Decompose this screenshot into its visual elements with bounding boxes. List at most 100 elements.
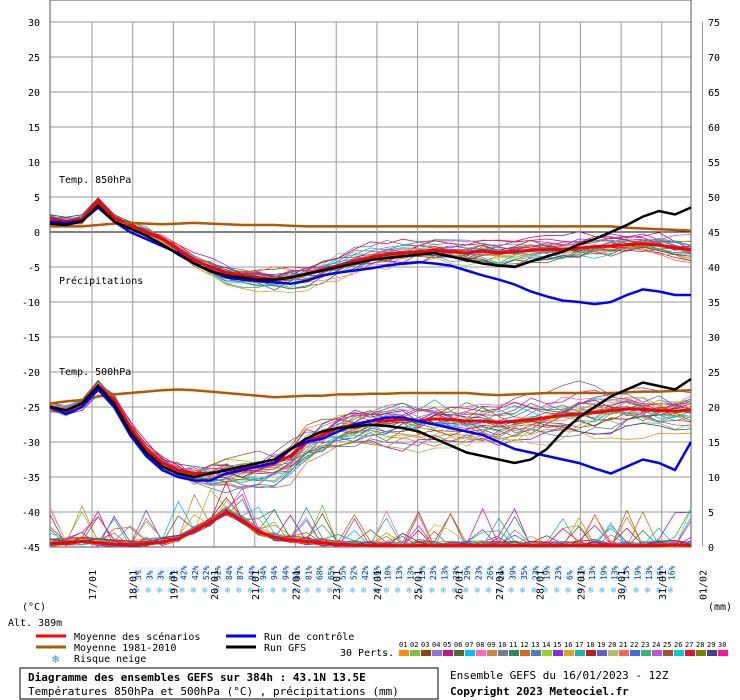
snow-risk-percent: 52%	[350, 565, 359, 580]
snow-risk-percent: 3%	[145, 570, 154, 580]
legend: Moyenne des scénarios Moyenne 1981-2010 …	[36, 631, 394, 666]
snowflake-icon: ❄	[225, 586, 231, 596]
snow-risk-cell	[144, 567, 155, 581]
right-unit: (mm)	[708, 602, 732, 613]
snowflake-icon: ❄	[452, 586, 458, 596]
snow-risk-cell	[518, 567, 529, 581]
pert-legend-label: 05	[443, 641, 451, 649]
snow-risk-cell	[280, 567, 291, 581]
snow-risk-percent: 94%	[282, 565, 291, 580]
pert-legend-swatch	[465, 650, 475, 656]
snow-risk-cell	[223, 567, 234, 581]
snow-risk-percent: 23%	[554, 565, 563, 580]
precip-label: Précipitations	[59, 275, 143, 287]
snow-risk-cell	[303, 567, 314, 581]
snow-risk-percent: 26%	[486, 565, 495, 580]
pert-t850-line	[49, 202, 692, 284]
snow-risk-percent: 42%	[179, 565, 188, 580]
date-label: 23/01	[332, 570, 343, 600]
snowflake-icon: ❄	[588, 586, 594, 596]
snowflake-icon: ❄	[327, 586, 333, 596]
pert-legend-swatch	[476, 650, 486, 656]
pert-legend-label: 09	[487, 641, 495, 649]
snow-risk-cell	[371, 567, 382, 581]
pert-t500-line	[49, 383, 692, 489]
snowflake-icon: ❄	[202, 586, 208, 596]
pert-legend-swatch	[707, 650, 717, 656]
snow-risk-percent: 52%	[213, 565, 222, 580]
snow-risk-cell	[394, 567, 405, 581]
right-tick-label: 30	[708, 333, 720, 344]
snowflake-icon: ❄	[293, 586, 299, 596]
snow-risk-cell	[484, 567, 495, 581]
pert-legend-swatch	[685, 650, 695, 656]
left-tick-label: -30	[22, 438, 40, 449]
pert-legend-swatch	[443, 650, 453, 656]
pert-legend-swatch	[531, 650, 541, 656]
pert-legend-swatch	[399, 650, 409, 656]
snow-risk-percent: 87%	[236, 565, 245, 580]
snowflake-icon: ❄	[316, 586, 322, 596]
pert-legend-swatch	[520, 650, 530, 656]
pert-legend-swatch	[641, 650, 651, 656]
snowflake-icon: ❄	[667, 586, 673, 596]
snow-risk-cell	[348, 567, 359, 581]
snow-risk-cell	[189, 567, 200, 581]
snow-risk-percent: 94%	[248, 565, 257, 580]
left-tick-label: -40	[22, 508, 40, 519]
date-label: 27/01	[495, 570, 506, 600]
snowflake-icon: ❄	[338, 586, 344, 596]
pert-legend-label: 20	[608, 641, 616, 649]
pert-legend-label: 26	[674, 641, 682, 649]
snow-risk-cell	[450, 567, 461, 581]
snowflake-icon: ❄	[475, 586, 481, 596]
copyright: Copyright 2023 Meteociel.fr	[450, 685, 629, 698]
pert-legend-swatch	[432, 650, 442, 656]
pert-legend-swatch	[652, 650, 662, 656]
snowflake-icon: ❄	[350, 586, 356, 596]
snow-risk-cell	[212, 567, 223, 581]
snowflake-icon: ❄	[236, 586, 242, 596]
pert-legend-label: 06	[454, 641, 462, 649]
snow-risk-cell	[609, 567, 620, 581]
snow-risk-percent: 23%	[452, 565, 461, 580]
left-tick-label: 5	[34, 193, 40, 204]
pert-legend-swatch	[487, 650, 497, 656]
snow-risk-cell	[439, 567, 450, 581]
legend-control: Run de contrôle	[264, 631, 354, 643]
pert-legend-swatch	[542, 650, 552, 656]
snow-risk-percent: 23%	[531, 565, 540, 580]
snow-risk-cell	[325, 567, 336, 581]
pert-t850-line	[49, 202, 692, 284]
snow-risk-percent: 42%	[191, 565, 200, 580]
pert-legend-label: 12	[520, 641, 528, 649]
chart-title: Diagramme des ensembles GEFS sur 384h : …	[28, 671, 366, 684]
snowflake-icon: ❄	[282, 586, 288, 596]
snow-risk-cell	[587, 567, 597, 581]
snowflake-icon: ❄	[543, 586, 549, 596]
snow-risk-percent: 19%	[599, 565, 608, 580]
snowflake-icon: ❄	[406, 586, 412, 596]
left-tick-label: 15	[28, 123, 40, 134]
snow-risk-cell	[632, 567, 643, 581]
pert-legend-swatch	[564, 650, 574, 656]
right-tick-label: 20	[708, 403, 720, 414]
snowflake-icon: ❄	[486, 586, 492, 596]
pert-legend-label: 25	[663, 641, 671, 649]
snow-risk-cell	[473, 567, 484, 581]
series-t850-line	[49, 198, 692, 282]
snow-risk-cell	[575, 567, 586, 581]
pert-legend-swatch	[586, 650, 596, 656]
snow-risk-percent: 13%	[395, 565, 404, 580]
snow-risk-percent: 3%	[168, 570, 177, 580]
snow-risk-percent: 23%	[429, 565, 438, 580]
plot-frame	[49, 0, 692, 548]
right-tick-label: 65	[708, 88, 720, 99]
snow-risk-percent: 65%	[327, 565, 336, 580]
snow-risk-percent: 10%	[384, 565, 393, 580]
pert-t500-line	[49, 389, 692, 477]
snowflake-icon: ❄	[463, 586, 469, 596]
date-label: 01/02	[699, 570, 710, 600]
snow-risk-cell	[382, 567, 393, 581]
pert-legend-label: 15	[553, 641, 561, 649]
